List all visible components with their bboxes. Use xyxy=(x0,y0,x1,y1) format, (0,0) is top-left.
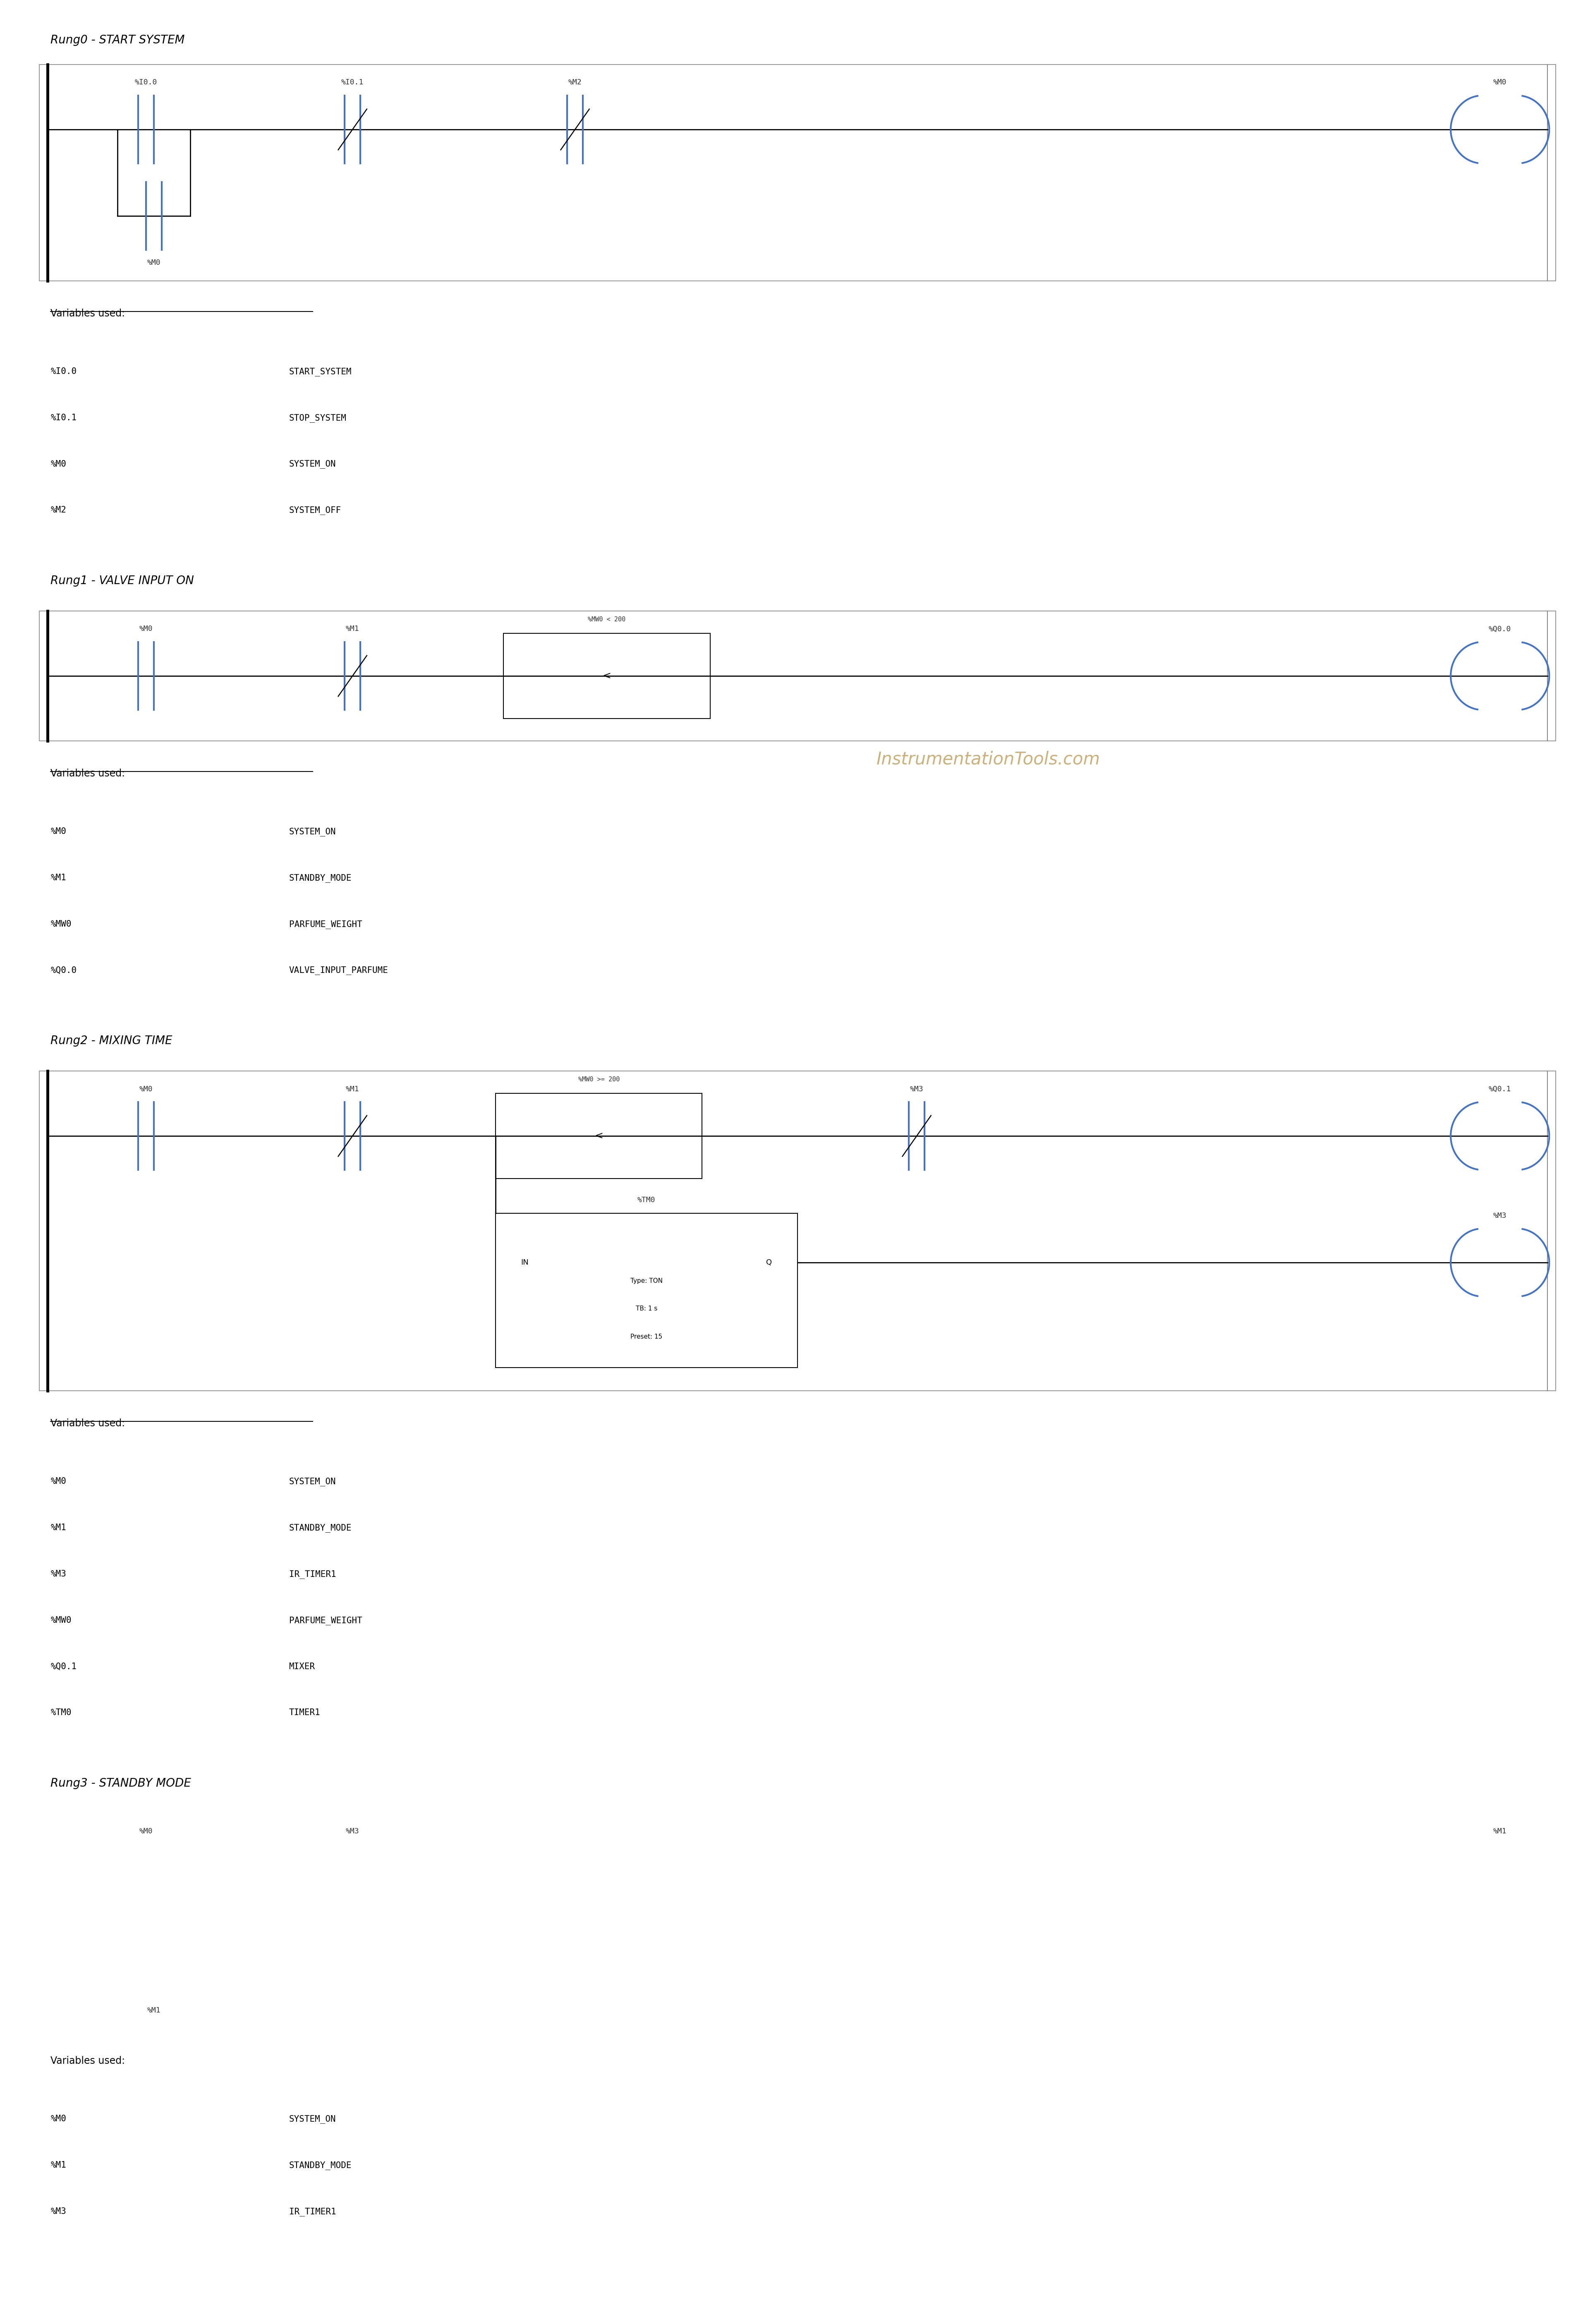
Text: MIXER: MIXER xyxy=(289,1662,316,1671)
Text: %TM0: %TM0 xyxy=(638,1197,656,1204)
Text: InstrumentationTools.com: InstrumentationTools.com xyxy=(876,751,1101,767)
Text: %Q0.1: %Q0.1 xyxy=(1488,1085,1510,1092)
Text: %M0: %M0 xyxy=(139,1827,153,1836)
Text: Rung3 - STANDBY MODE: Rung3 - STANDBY MODE xyxy=(51,1778,191,1789)
Text: %M0: %M0 xyxy=(1493,79,1507,86)
Text: STOP_SYSTEM: STOP_SYSTEM xyxy=(289,414,346,423)
Text: %M3: %M3 xyxy=(346,1827,359,1836)
Text: Rung0 - START SYSTEM: Rung0 - START SYSTEM xyxy=(51,35,185,46)
Text: %M0: %M0 xyxy=(51,2115,67,2122)
Text: %Q0.1: %Q0.1 xyxy=(51,1662,77,1671)
Text: STANDBY_MODE: STANDBY_MODE xyxy=(289,2161,351,2171)
Text: Variables used:: Variables used: xyxy=(51,2057,124,2066)
Text: %M0: %M0 xyxy=(51,827,67,837)
Text: %MW0 >= 200: %MW0 >= 200 xyxy=(577,1076,619,1083)
Bar xyxy=(40,65,1555,281)
Text: PARFUME_WEIGHT: PARFUME_WEIGHT xyxy=(289,920,362,930)
Text: Variables used:: Variables used: xyxy=(51,769,124,779)
Text: Q: Q xyxy=(766,1260,772,1267)
Text: SYSTEM_ON: SYSTEM_ON xyxy=(289,2115,337,2124)
Bar xyxy=(40,1813,1555,2029)
Text: VALVE_INPUT_PARFUME: VALVE_INPUT_PARFUME xyxy=(289,967,388,974)
Text: %M1: %M1 xyxy=(51,874,67,881)
Text: %M1: %M1 xyxy=(346,1085,359,1092)
Text: %TM0: %TM0 xyxy=(51,1708,72,1717)
Text: <: < xyxy=(595,1132,603,1141)
Text: %M3: %M3 xyxy=(909,1085,924,1092)
Bar xyxy=(496,1213,798,1367)
Text: Preset: 15: Preset: 15 xyxy=(630,1334,662,1339)
Text: %MW0: %MW0 xyxy=(51,920,72,927)
Text: %I0.0: %I0.0 xyxy=(51,367,77,376)
Text: %MW0: %MW0 xyxy=(51,1615,72,1624)
Text: IN: IN xyxy=(522,1260,528,1267)
Text: %M3: %M3 xyxy=(1493,1211,1507,1220)
Text: Rung2 - MIXING TIME: Rung2 - MIXING TIME xyxy=(51,1034,172,1046)
Text: %M0: %M0 xyxy=(139,1085,153,1092)
Text: START_SYSTEM: START_SYSTEM xyxy=(289,367,351,376)
Text: Type: TON: Type: TON xyxy=(630,1278,662,1285)
Text: Variables used:: Variables used: xyxy=(51,1418,124,1429)
Text: SYSTEM_ON: SYSTEM_ON xyxy=(289,460,337,469)
Text: %I0.1: %I0.1 xyxy=(341,79,364,86)
Text: SYSTEM_ON: SYSTEM_ON xyxy=(289,1478,337,1485)
Text: %M1: %M1 xyxy=(147,2006,161,2015)
Text: <: < xyxy=(603,672,611,681)
Text: Rung1 - VALVE INPUT ON: Rung1 - VALVE INPUT ON xyxy=(51,574,195,586)
Bar xyxy=(504,634,710,718)
Text: %Q0.0: %Q0.0 xyxy=(1488,625,1510,632)
Text: %Q0.0: %Q0.0 xyxy=(51,967,77,974)
Text: %M1: %M1 xyxy=(1493,1827,1507,1836)
Text: STANDBY_MODE: STANDBY_MODE xyxy=(289,1525,351,1532)
Text: %M0: %M0 xyxy=(139,625,153,632)
Text: IR_TIMER1: IR_TIMER1 xyxy=(289,1569,337,1578)
Text: PARFUME_WEIGHT: PARFUME_WEIGHT xyxy=(289,1615,362,1624)
Bar xyxy=(40,611,1555,741)
Text: STANDBY_MODE: STANDBY_MODE xyxy=(289,874,351,883)
Text: Variables used:: Variables used: xyxy=(51,309,124,318)
Text: %I0.1: %I0.1 xyxy=(51,414,77,421)
Text: TIMER1: TIMER1 xyxy=(289,1708,321,1717)
Text: IR_TIMER1: IR_TIMER1 xyxy=(289,2208,337,2215)
Text: %I0.0: %I0.0 xyxy=(134,79,158,86)
Text: %M2: %M2 xyxy=(568,79,582,86)
Text: TB: 1 s: TB: 1 s xyxy=(636,1306,657,1313)
Text: %M1: %M1 xyxy=(51,1525,67,1532)
Text: %M2: %M2 xyxy=(51,507,67,514)
Bar xyxy=(40,1071,1555,1390)
Text: %M3: %M3 xyxy=(51,2208,67,2215)
Text: SYSTEM_OFF: SYSTEM_OFF xyxy=(289,507,341,516)
Text: SYSTEM_ON: SYSTEM_ON xyxy=(289,827,337,837)
Text: %M0: %M0 xyxy=(147,260,161,267)
Text: %M1: %M1 xyxy=(51,2161,67,2168)
Text: %M1: %M1 xyxy=(346,625,359,632)
Text: %M0: %M0 xyxy=(51,460,67,467)
Bar xyxy=(496,1095,702,1178)
Text: %MW0 < 200: %MW0 < 200 xyxy=(589,616,625,623)
Text: %M0: %M0 xyxy=(51,1478,67,1485)
Text: %M3: %M3 xyxy=(51,1569,67,1578)
